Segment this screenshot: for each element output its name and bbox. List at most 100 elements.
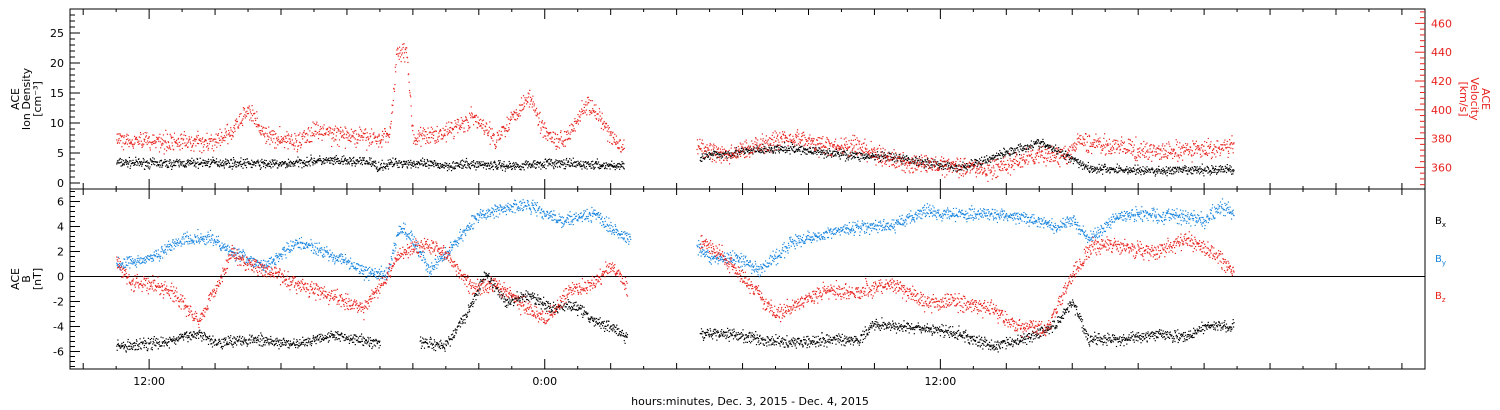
ion-density-point [524, 161, 526, 163]
ion-density-point [465, 160, 467, 162]
velocity-point [575, 122, 578, 124]
ion-density-point [314, 160, 316, 163]
velocity-point [762, 140, 764, 142]
ion-density-point [385, 163, 387, 165]
velocity-point [557, 146, 559, 148]
ion-density-point [1119, 170, 1121, 172]
velocity-point [827, 148, 829, 150]
velocity-point [245, 115, 248, 117]
ion-density-point [913, 163, 915, 165]
ion-density-point [245, 164, 247, 167]
ion-density-point [1228, 168, 1230, 170]
velocity-point [419, 132, 421, 134]
velocity-point [169, 133, 171, 135]
velocity-point [719, 151, 721, 153]
velocity-point [584, 112, 586, 114]
ion-density-point [715, 151, 717, 153]
velocity-point [384, 128, 386, 130]
ion-density-point [132, 162, 134, 164]
ion-density-point [395, 157, 397, 160]
ion-density-point [560, 164, 562, 166]
ion-density-point [1004, 151, 1006, 153]
velocity-point [146, 132, 148, 134]
velocity-point [799, 142, 801, 144]
ion-density-point [1166, 170, 1168, 172]
velocity-point [945, 160, 947, 162]
ion-density-point [442, 164, 445, 166]
velocity-point [261, 129, 263, 131]
ion-density-point [803, 148, 805, 150]
velocity-point [1026, 154, 1028, 157]
velocity-point [885, 163, 887, 166]
ion-density-point [941, 164, 943, 166]
ion-density-point [1109, 171, 1111, 173]
velocity-point [351, 135, 354, 137]
ion-density-point [521, 166, 523, 168]
ion-density-point [242, 163, 244, 165]
ion-density-point [825, 153, 827, 155]
velocity-point [474, 114, 476, 117]
velocity-point [206, 146, 208, 148]
ion-density-point [797, 148, 799, 150]
velocity-point [938, 169, 940, 171]
ion-density-point [161, 166, 163, 168]
velocity-point [611, 143, 613, 145]
velocity-point [925, 155, 927, 157]
velocity-point [920, 154, 922, 156]
velocity-point [1022, 166, 1024, 168]
velocity-point [515, 109, 517, 111]
ion-density-point [1125, 169, 1127, 171]
velocity-point [615, 143, 617, 146]
velocity-point [550, 138, 552, 140]
velocity-point [1042, 145, 1044, 148]
ion-density-point [468, 165, 470, 167]
velocity-point [701, 150, 703, 152]
velocity-point [902, 152, 904, 154]
velocity-point [164, 140, 166, 142]
velocity-point [936, 168, 938, 171]
ion-density-point [459, 166, 461, 168]
ion-density-point [1201, 163, 1203, 165]
velocity-point [744, 141, 746, 143]
velocity-point [255, 126, 257, 128]
ion-density-point [1128, 171, 1130, 173]
ion-density-point [477, 165, 479, 167]
velocity-point [483, 130, 485, 132]
velocity-point [928, 162, 930, 164]
ion-density-point [840, 148, 842, 150]
velocity-point [947, 160, 949, 162]
velocity-point [738, 153, 741, 155]
y-tick-label: 25 [50, 27, 64, 40]
velocity-point [988, 164, 991, 166]
ion-density-point [1176, 168, 1178, 170]
ion-density-point [1026, 144, 1029, 146]
ion-density-point [445, 165, 447, 167]
velocity-point [419, 133, 421, 136]
ion-density-point [877, 154, 879, 156]
velocity-point [730, 155, 732, 157]
velocity-point [446, 131, 448, 133]
velocity-point [865, 144, 868, 146]
ion-density-point [1199, 166, 1201, 168]
velocity-point [835, 146, 837, 148]
velocity-point [1008, 166, 1010, 168]
ion-density-point [254, 162, 256, 164]
velocity-point [1012, 164, 1014, 167]
velocity-point [242, 124, 244, 126]
ion-density-point [478, 166, 480, 168]
ion-density-point [1096, 168, 1099, 170]
velocity-point [199, 150, 201, 152]
velocity-point [1027, 151, 1029, 153]
ion-density-point [751, 150, 753, 152]
velocity-point [542, 136, 544, 138]
ion-density-point [420, 160, 422, 162]
ion-density-point [994, 157, 996, 159]
velocity-point [402, 46, 404, 49]
ion-density-point [804, 149, 806, 151]
ion-density-point [247, 161, 249, 163]
velocity-point [482, 127, 484, 129]
ion-density-point [795, 151, 797, 153]
ion-density-point [238, 162, 240, 164]
velocity-point [992, 160, 994, 162]
velocity-point [1039, 156, 1042, 158]
